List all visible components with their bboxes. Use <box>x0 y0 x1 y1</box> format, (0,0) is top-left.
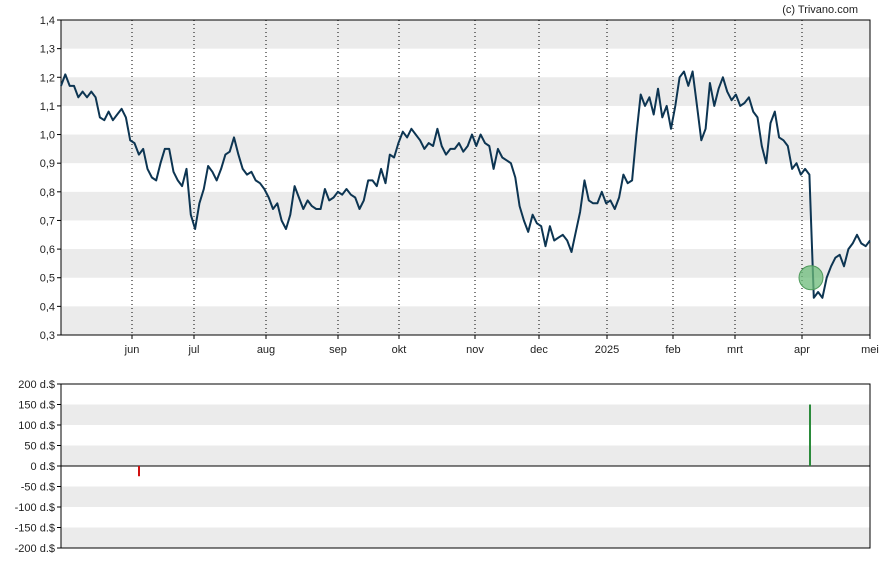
y-tick-label: -100 d.$ <box>15 502 55 514</box>
y-tick-label: 0,4 <box>40 301 55 313</box>
price-band <box>61 20 870 49</box>
y-tick-label: 0,9 <box>40 158 55 170</box>
price-band <box>61 77 870 106</box>
price-x-axis: jun jul aug sep okt nov dec 2025 feb mrt apr mei <box>124 335 879 356</box>
price-y-axis: 1,4 1,3 1,2 1,1 1,0 0,9 0,8 0,7 0,6 0,5 0,4 0,3 <box>40 15 61 342</box>
x-tick-label: dec <box>530 344 548 356</box>
credit-label: (c) Trivano.com <box>782 4 858 16</box>
y-tick-label: 0,6 <box>40 244 55 256</box>
x-tick-label: jun <box>124 344 140 356</box>
y-tick-label: 0,7 <box>40 215 55 227</box>
y-tick-label: -150 d.$ <box>15 523 55 535</box>
y-tick-label: 200 d.$ <box>18 379 55 391</box>
dividend-band <box>61 527 870 548</box>
x-tick-label: aug <box>257 344 275 356</box>
price-chart-bands <box>61 20 870 335</box>
y-tick-label: -50 d.$ <box>21 482 55 494</box>
x-tick-label: apr <box>794 344 810 356</box>
dividend-band <box>61 486 870 507</box>
dividend-band <box>61 404 870 425</box>
price-band <box>61 249 870 278</box>
y-tick-label: 1,2 <box>40 72 55 84</box>
x-tick-label: sep <box>329 344 347 356</box>
price-chart-month-grid <box>131 20 871 335</box>
y-tick-label: 1,3 <box>40 44 55 56</box>
x-tick-label: mrt <box>727 344 743 356</box>
x-tick-label: okt <box>392 344 407 356</box>
y-tick-label: 50 d.$ <box>24 441 55 453</box>
y-tick-label: 1,4 <box>40 15 55 27</box>
y-tick-label: 150 d.$ <box>18 400 55 412</box>
x-tick-label: mei <box>861 344 879 356</box>
dividend-chart-bands <box>61 404 870 548</box>
y-tick-label: 0 d.$ <box>31 461 55 473</box>
x-tick-label: feb <box>665 344 680 356</box>
event-marker <box>798 265 824 291</box>
price-series <box>60 70 871 299</box>
dividend-band <box>61 445 870 466</box>
x-tick-label: 2025 <box>595 344 619 356</box>
x-tick-label: nov <box>466 344 484 356</box>
y-tick-label: 0,8 <box>40 187 55 199</box>
price-chart-frame <box>60 19 871 336</box>
y-tick-label: 100 d.$ <box>18 420 55 432</box>
price-marker <box>798 265 824 291</box>
y-tick-label: 1,1 <box>40 101 55 113</box>
y-tick-label: 0,3 <box>40 330 55 342</box>
dividend-bars <box>138 404 811 477</box>
price-frame <box>60 19 871 336</box>
x-tick-label: jul <box>187 344 199 356</box>
y-tick-label: 1,0 <box>40 130 55 142</box>
y-tick-label: 0,5 <box>40 273 55 285</box>
dividend-y-axis: 200 d.$ 150 d.$ 100 d.$ 50 d.$ 0 d.$ -50 d.$ -… <box>15 379 61 555</box>
price-band <box>61 191 870 221</box>
y-tick-label: -200 d.$ <box>15 543 55 555</box>
price-line <box>60 70 871 299</box>
price-band <box>61 306 870 335</box>
